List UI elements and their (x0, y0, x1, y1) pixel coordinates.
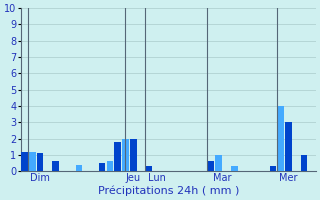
Bar (130, 139, 137, 171)
Bar (107, 161, 113, 171)
Bar (122, 139, 129, 171)
Bar (37, 153, 43, 171)
Bar (52, 161, 59, 171)
Bar (115, 142, 121, 171)
X-axis label: Précipitations 24h ( mm ): Précipitations 24h ( mm ) (98, 185, 239, 196)
Bar (99, 163, 106, 171)
Bar (277, 106, 284, 171)
Bar (21, 152, 28, 171)
Bar (215, 155, 222, 171)
Bar (29, 152, 36, 171)
Bar (208, 161, 214, 171)
Bar (146, 166, 152, 171)
Bar (301, 155, 308, 171)
Bar (231, 166, 237, 171)
Bar (76, 165, 82, 171)
Bar (285, 122, 292, 171)
Bar (270, 166, 276, 171)
